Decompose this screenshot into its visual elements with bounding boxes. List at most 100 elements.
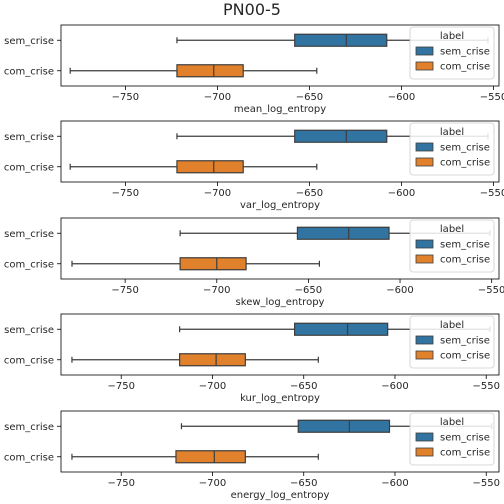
legend-entry-sem_crise: sem_crise [440,47,490,58]
legend: label sem_crise com_crise [409,26,495,80]
y-tick-label-com_crise: com_crise [4,162,54,173]
x-tick-label: −700 [199,478,226,489]
subplot-5: sem_crise com_crise −750 −700 −650 −600 −550 en… [4,410,500,501]
legend-swatch-sem_crise [415,46,434,56]
legend-swatch-com_crise [415,157,434,167]
legend-swatch-sem_crise [415,142,434,152]
x-tick-label: −550 [472,381,499,392]
legend-swatch-com_crise [415,254,434,264]
x-tick-label: −600 [381,478,408,489]
box-iqr [179,353,246,367]
x-tick-label: −750 [107,381,134,392]
legend-title: label [440,417,464,428]
x-tick-label: −600 [388,92,415,103]
legend-entry-sem_crise: sem_crise [440,143,490,154]
y-tick-label-sem_crise: sem_crise [4,229,54,240]
legend-title: label [440,31,464,42]
legend-swatch-sem_crise [415,335,434,345]
legend-entry-com_crise: com_crise [440,448,490,459]
legend-title: label [440,224,464,235]
x-axis-label: var_log_entropy [240,200,320,211]
x-tick-label: −650 [290,478,317,489]
axes-frame [60,217,500,280]
box-com_crise [69,160,318,174]
x-tick-label: −750 [112,92,139,103]
y-tick-label-sem_crise: sem_crise [4,325,54,336]
legend: label sem_crise com_crise [409,122,495,176]
legend-swatch-com_crise [415,350,434,360]
legend-entry-sem_crise: sem_crise [440,240,490,251]
x-tick-label: −600 [381,381,408,392]
x-tick-label: −550 [480,188,504,199]
x-tick-label: −700 [199,381,226,392]
y-tick-label-sem_crise: sem_crise [4,422,54,433]
x-axis-label: skew_log_entropy [236,297,325,308]
legend-entry-sem_crise: sem_crise [440,336,490,347]
box-iqr [176,160,244,174]
box-com_crise [69,64,318,78]
legend: label sem_crise com_crise [409,219,495,273]
legend-swatch-com_crise [415,447,434,457]
x-tick-label: −650 [296,92,323,103]
axes-frame [60,24,500,87]
legend-swatch-sem_crise [415,239,434,249]
box-sem_crise [176,129,489,143]
legend-swatch-com_crise [415,61,434,71]
box-iqr [176,64,244,78]
x-tick-label: −700 [204,188,231,199]
x-axis-label: kur_log_entropy [240,393,320,404]
legend-entry-com_crise: com_crise [440,351,490,362]
x-tick-label: −750 [111,285,138,296]
box-sem_crise [180,419,493,433]
x-tick-label: −700 [204,92,231,103]
subplot-4: sem_crise com_crise −750 −700 −650 −600 −550 ku… [4,313,500,404]
legend-title: label [440,127,464,138]
subplot-1: sem_crise com_crise −750 −700 −650 −600 −550 me… [4,24,504,115]
x-axis-label: mean_log_entropy [234,104,326,115]
x-tick-label: −650 [295,285,322,296]
box-com_crise [71,257,321,271]
x-tick-label: −550 [478,285,504,296]
x-tick-label: −650 [290,381,317,392]
axes-frame [60,120,500,183]
x-axis-label: energy_log_entropy [231,490,330,501]
y-tick-label-com_crise: com_crise [4,259,54,270]
axes-frame [60,313,500,376]
y-tick-label-com_crise: com_crise [4,355,54,366]
x-tick-label: −550 [480,92,504,103]
legend-title: label [440,320,464,331]
box-com_crise [71,353,319,367]
box-com_crise [71,450,319,464]
x-tick-label: −650 [296,188,323,199]
axes-frame [60,410,500,473]
legend: label sem_crise com_crise [409,412,495,466]
box-iqr [294,322,389,336]
legend-entry-com_crise: com_crise [440,62,490,73]
x-tick-label: −550 [472,478,499,489]
y-tick-label-com_crise: com_crise [4,452,54,463]
x-tick-label: −600 [388,188,415,199]
box-iqr [175,450,246,464]
box-iqr [297,419,391,433]
y-tick-label-sem_crise: sem_crise [4,132,54,143]
y-tick-label-sem_crise: sem_crise [4,36,54,47]
figure-title: PN00-5 [223,0,281,19]
legend-entry-sem_crise: sem_crise [440,433,490,444]
subplot-2: sem_crise com_crise −750 −700 −650 −600 −550 va… [4,120,504,211]
box-iqr [296,226,390,240]
box-iqr [179,257,247,271]
legend-entry-com_crise: com_crise [440,158,490,169]
x-tick-label: −750 [112,188,139,199]
legend-entry-com_crise: com_crise [440,255,490,266]
x-tick-label: −600 [386,285,413,296]
box-iqr [294,129,388,143]
legend: label sem_crise com_crise [409,315,495,369]
legend-swatch-sem_crise [415,432,434,442]
x-tick-label: −750 [107,478,134,489]
box-iqr [294,33,388,47]
x-tick-label: −700 [203,285,230,296]
subplot-3: sem_crise com_crise −750 −700 −650 −600 −550 sk… [4,217,504,308]
y-tick-label-com_crise: com_crise [4,66,54,77]
subplots: sem_crise com_crise −750 −700 −650 −600 −550 me… [4,24,504,501]
